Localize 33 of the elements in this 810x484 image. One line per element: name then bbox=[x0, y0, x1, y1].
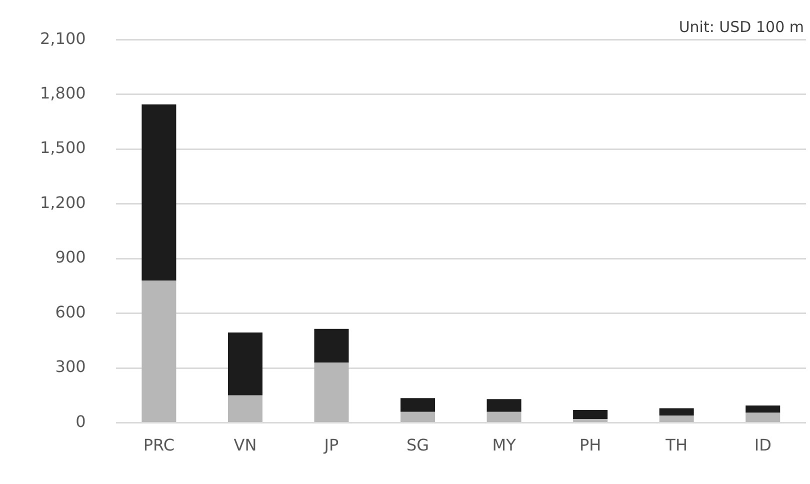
x-tick-label: MY bbox=[492, 436, 516, 455]
bar bbox=[228, 395, 262, 422]
bar bbox=[573, 410, 608, 420]
bar bbox=[659, 416, 694, 422]
x-tick-label: JP bbox=[323, 436, 340, 455]
x-tick-label: PRC bbox=[143, 436, 175, 455]
bar bbox=[314, 362, 349, 422]
bar bbox=[486, 412, 522, 422]
x-tick-label: PH bbox=[579, 436, 602, 455]
x-tick-label: TH bbox=[664, 436, 688, 455]
y-tick-label: 300 bbox=[55, 357, 86, 376]
y-tick-label: 1,800 bbox=[40, 84, 86, 102]
y-tick-label: 600 bbox=[55, 302, 86, 322]
bar bbox=[228, 332, 262, 396]
bar bbox=[314, 328, 349, 363]
y-tick-label: 1,200 bbox=[40, 192, 86, 212]
bar bbox=[746, 412, 780, 422]
bar bbox=[142, 104, 176, 280]
y-tick-label: 900 bbox=[55, 248, 86, 267]
x-tick-label: ID bbox=[754, 436, 772, 455]
bar bbox=[400, 412, 436, 422]
bar bbox=[400, 398, 436, 412]
bar bbox=[746, 405, 780, 413]
y-tick-label: 1,500 bbox=[40, 138, 86, 158]
y-tick-label: 0 bbox=[76, 412, 86, 431]
bar bbox=[659, 408, 694, 416]
bar bbox=[142, 280, 176, 422]
x-tick-label: VN bbox=[234, 436, 257, 455]
bar bbox=[573, 419, 608, 422]
text: Unit: USD 100 m bbox=[678, 18, 804, 36]
bar bbox=[486, 399, 522, 412]
x-tick-label: SG bbox=[406, 436, 430, 455]
y-tick-label: 2,100 bbox=[40, 28, 86, 48]
